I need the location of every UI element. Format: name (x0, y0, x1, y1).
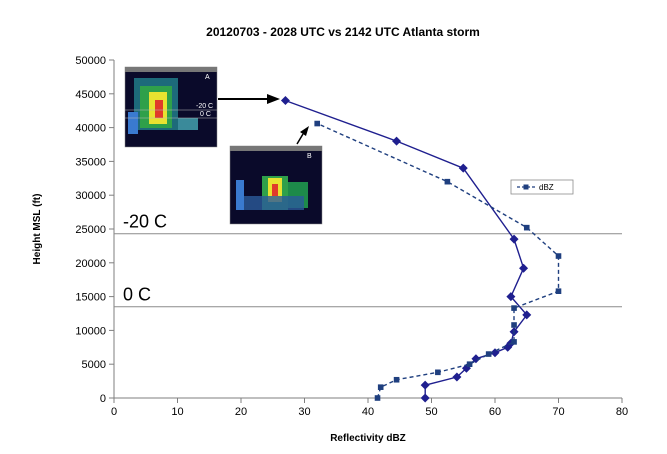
x-tick-label: 70 (552, 406, 564, 418)
inset-a-corner-label: A (205, 74, 210, 81)
data-point (485, 351, 492, 357)
reference-lines: -20 C 0 C (114, 212, 622, 308)
y-tick-label: 40000 (75, 123, 106, 135)
y-tick-label: 30000 (75, 190, 106, 202)
legend-marker-square (523, 184, 529, 190)
x-tick-label: 40 (362, 406, 374, 418)
radar-inset-b: B (229, 145, 323, 225)
data-point (523, 224, 530, 231)
arrow-b-head (300, 126, 309, 136)
x-tick-label: 20 (235, 406, 247, 418)
series-layer (280, 96, 562, 403)
y-tick-label: 50000 (75, 55, 106, 67)
data-point (420, 393, 430, 403)
data-point (511, 305, 517, 311)
x-ticks: 0 10 20 30 40 50 60 70 80 (111, 398, 628, 418)
data-point (280, 96, 290, 106)
y-tick-label: 25000 (75, 224, 106, 236)
data-point (471, 354, 481, 364)
reference-line-label: -20 C (123, 212, 167, 232)
data-point (452, 372, 462, 382)
radar-inset-a: A -20 C 0 C (124, 66, 218, 148)
legend: dBZ (510, 179, 574, 195)
x-tick-label: 80 (616, 406, 628, 418)
x-axis-label: Reflectivity dBZ (330, 433, 406, 444)
series-dashed (314, 120, 562, 401)
y-tick-label: 0 (100, 393, 106, 405)
data-point (314, 120, 320, 127)
data-point (509, 234, 519, 244)
series-line (285, 99, 528, 398)
y-ticks: 0 5000 10000 15000 20000 25000 30000 35000 40000… (75, 55, 114, 405)
data-point (555, 253, 562, 259)
data-point (393, 376, 400, 383)
data-point (435, 369, 441, 376)
chart-title: 20120703 - 2028 UTC vs 2142 UTC Atlanta … (206, 25, 480, 39)
data-point (377, 384, 384, 390)
data-point (511, 339, 517, 345)
data-point (519, 263, 529, 273)
data-point (458, 163, 468, 173)
series-line (316, 122, 560, 399)
y-tick-label: 10000 (75, 325, 106, 337)
x-tick-label: 30 (298, 406, 310, 418)
data-point (374, 395, 381, 401)
x-tick-label: 10 (171, 406, 183, 418)
y-axis-label: Height MSL (ft) (32, 194, 43, 265)
x-tick-label: 0 (111, 406, 117, 418)
legend-label: dBZ (539, 183, 554, 192)
data-point (522, 310, 532, 320)
x-tick-label: 50 (425, 406, 437, 418)
data-point (466, 361, 473, 367)
data-point (555, 288, 562, 294)
inset-a-label-0: 0 C (200, 111, 211, 118)
y-tick-label: 5000 (82, 359, 106, 371)
y-tick-label: 20000 (75, 258, 106, 270)
y-tick-label: 35000 (75, 156, 106, 168)
data-point (420, 380, 430, 390)
arrow-a-head (267, 94, 280, 104)
inset-b-corner-label: B (307, 153, 312, 160)
y-tick-label: 15000 (75, 292, 106, 304)
series-solid (280, 96, 532, 403)
data-point (511, 322, 517, 328)
y-tick-label: 45000 (75, 89, 106, 101)
reference-line-label: 0 C (123, 285, 151, 305)
data-point (506, 292, 516, 302)
x-tick-label: 60 (489, 406, 501, 418)
data-point (392, 136, 402, 146)
arrow-b-line (296, 133, 304, 145)
data-point (444, 178, 451, 185)
inset-a-label-minus20: -20 C (196, 103, 213, 110)
